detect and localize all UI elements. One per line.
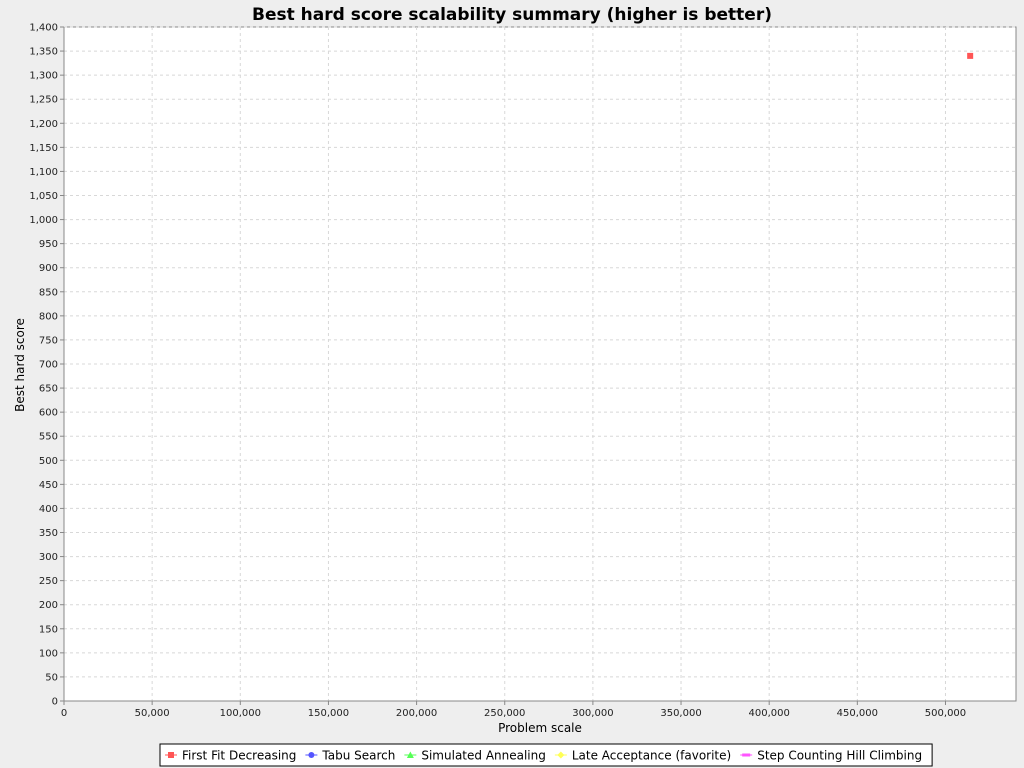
y-tick-label: 1,000 [29,215,58,226]
x-axis-ticks: 0 50,000 100,000 150,000 200,000 250,000 300,0… [61,701,966,719]
y-axis-label: Best hard score [13,318,27,412]
x-tick-label: 300,000 [572,708,613,719]
legend-label: Late Acceptance (favorite) [572,749,731,763]
legend-box [159,743,933,767]
y-tick-label: 750 [39,335,58,346]
legend-label: Tabu Search [321,749,395,763]
y-tick-label: 1,150 [29,143,58,154]
legend-marker [557,751,565,759]
legend-item: Late Acceptance (favorite) [554,749,731,763]
y-tick-label: 500 [39,456,58,467]
x-tick-label: 50,000 [135,708,170,719]
y-tick-label: 450 [39,480,58,491]
y-tick-label: 300 [39,552,58,563]
y-tick-label: 200 [39,600,58,611]
x-tick-label: 500,000 [925,708,966,719]
y-tick-label: 250 [39,576,58,587]
y-tick-label: 150 [39,624,58,635]
y-tick-label: 100 [39,648,58,659]
legend-item: Step Counting Hill Climbing [740,749,922,763]
y-tick-label: 550 [39,432,58,443]
y-tick-label: 1,100 [29,167,58,178]
x-tick-label: 100,000 [220,708,261,719]
legend-item: Tabu Search [305,749,395,763]
y-tick-label: 1,400 [29,23,58,34]
y-tick-label: 700 [39,360,58,371]
legend-label: Simulated Annealing [421,749,546,763]
x-tick-label: 200,000 [396,708,437,719]
y-tick-label: 50 [45,672,58,683]
y-tick-label: 1,250 [29,95,58,106]
legend: First Fit Decreasing Tabu Search Simulated… [159,743,933,767]
y-tick-label: 850 [39,287,58,298]
chart-title: Best hard score scalability summary (hig… [252,5,772,25]
x-tick-label: 350,000 [660,708,701,719]
y-tick-label: 800 [39,311,58,322]
y-tick-label: 950 [39,239,58,250]
y-tick-label: 900 [39,263,58,274]
y-tick-label: 600 [39,408,58,419]
legend-marker [308,752,315,758]
data-points [967,52,974,59]
legend-marker [168,752,174,758]
x-tick-label: 250,000 [484,708,525,719]
legend-marker [406,751,414,758]
x-tick-label: 150,000 [308,708,349,719]
legend-label: First Fit Decreasing [182,749,296,763]
x-axis-label: Problem scale [498,721,582,735]
y-tick-label: 400 [39,504,58,515]
grid-lines [64,26,1016,701]
y-tick-label: 1,050 [29,191,58,202]
y-tick-label: 1,200 [29,119,58,130]
y-axis-ticks: 0 50 100 150 200 250 300 350 400 450 500 550 600 650 7… [29,23,64,708]
y-tick-label: 1,350 [29,47,58,58]
y-tick-label: 0 [52,697,58,708]
y-tick-label: 350 [39,528,58,539]
x-tick-label: 400,000 [749,708,790,719]
data-point [967,52,974,59]
legend-item: First Fit Decreasing [165,749,296,763]
y-tick-label: 1,300 [29,71,58,82]
y-tick-label: 650 [39,384,58,395]
legend-label: Step Counting Hill Climbing [757,749,922,763]
x-tick-label: 0 [61,708,67,719]
legend-item: Simulated Annealing [404,749,546,763]
legend-marker [742,753,751,757]
x-tick-label: 450,000 [837,708,878,719]
